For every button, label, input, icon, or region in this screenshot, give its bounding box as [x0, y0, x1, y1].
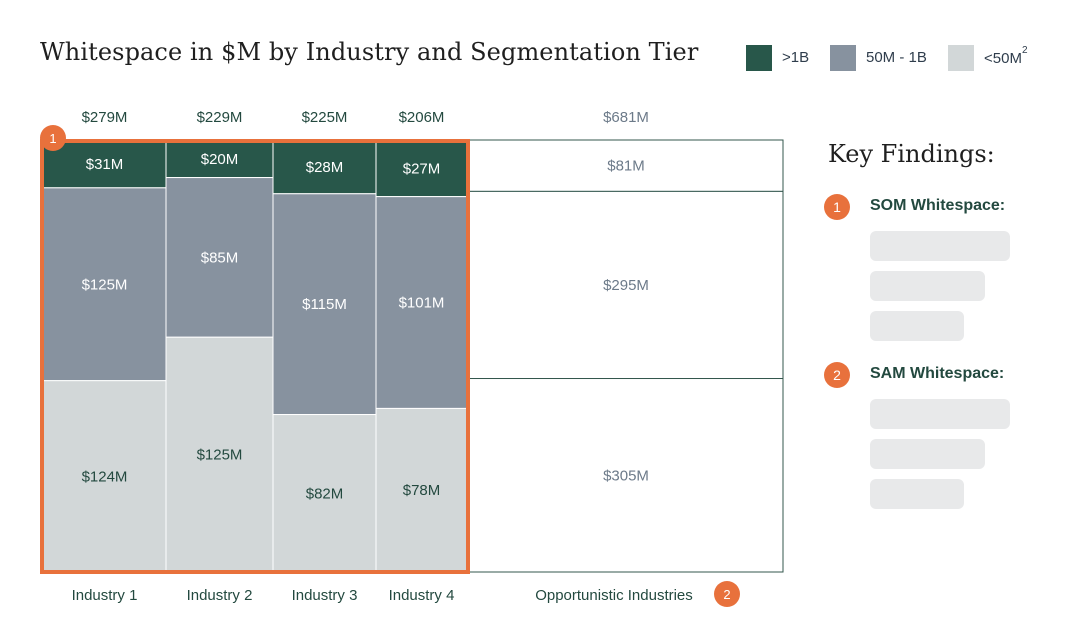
segment-value-label: $27M: [403, 160, 441, 177]
chart-title: Whitespace in $M by Industry and Segment…: [40, 38, 699, 66]
segment-value-label: $125M: [197, 447, 243, 464]
segment-2-2: [165, 177, 274, 338]
legend-label: >1B: [782, 49, 810, 66]
legend-label: 50M - 1B: [866, 49, 927, 66]
category-label: Industry 4: [389, 587, 455, 604]
opportunistic-badge-circle: [714, 581, 740, 607]
segment-value-label: $305M: [603, 467, 649, 484]
finding-badge-1: 1: [824, 194, 850, 220]
segment-3-3: [272, 414, 377, 573]
column-total-label: $681M: [603, 109, 649, 126]
segment-2-3: [165, 336, 274, 573]
segment-value-label: $115M: [302, 296, 347, 313]
segment-4-2: [375, 196, 468, 409]
finding-badge-2: 2: [824, 362, 850, 388]
segment-1-2: [42, 187, 167, 382]
segment-value-label: $78M: [403, 482, 441, 499]
column-total-label: $206M: [399, 109, 445, 126]
column-total-label: $225M: [302, 109, 348, 126]
highlight-badge-circle: [40, 125, 66, 151]
segment-5-3: [468, 378, 784, 573]
column-total-label: $229M: [197, 109, 243, 126]
finding-label-som: SOM Whitespace:: [870, 197, 1006, 214]
category-label: Industry 1: [72, 587, 138, 604]
segment-value-label: $20M: [201, 151, 239, 168]
segment-value-label: $125M: [82, 276, 128, 293]
legend-swatch: [948, 45, 974, 71]
column-total-label: $279M: [82, 109, 128, 126]
segment-value-label: $81M: [607, 158, 645, 175]
finding-label-sam: SAM Whitespace:: [870, 365, 1005, 382]
category-label: Opportunistic Industries: [535, 587, 693, 604]
segment-value-label: $124M: [82, 468, 128, 485]
som-highlight-frame: [40, 139, 470, 574]
legend-label: <50M2: [984, 45, 1028, 67]
legend-swatch: [830, 45, 856, 71]
category-label: Industry 3: [292, 587, 358, 604]
legend-swatch: [746, 45, 772, 71]
segment-value-label: $85M: [201, 249, 239, 266]
segment-5-2: [468, 190, 784, 380]
legend-footnote-mark: 2: [1021, 45, 1028, 56]
placeholder-line: [870, 479, 964, 509]
segment-1-3: [42, 380, 167, 573]
segment-value-label: $31M: [86, 156, 124, 173]
placeholder-line: [870, 439, 985, 469]
segment-value-label: $101M: [399, 295, 445, 312]
segment-value-label: $295M: [603, 277, 649, 294]
segment-2-1: [165, 139, 274, 179]
key-findings-title: Key Findings:: [828, 140, 995, 168]
highlight-badge-label: 1: [49, 131, 56, 146]
opportunistic-badge-label: 2: [723, 587, 730, 602]
segment-5-1: [468, 139, 784, 192]
segment-4-3: [375, 407, 468, 573]
segment-value-label: $82M: [306, 485, 344, 502]
segment-value-label: $28M: [306, 159, 344, 176]
category-label: Industry 2: [187, 587, 253, 604]
placeholder-line: [870, 271, 985, 301]
placeholder-line: [870, 231, 1010, 261]
segment-4-1: [375, 139, 468, 198]
placeholder-line: [870, 399, 1010, 429]
placeholder-line: [870, 311, 964, 341]
